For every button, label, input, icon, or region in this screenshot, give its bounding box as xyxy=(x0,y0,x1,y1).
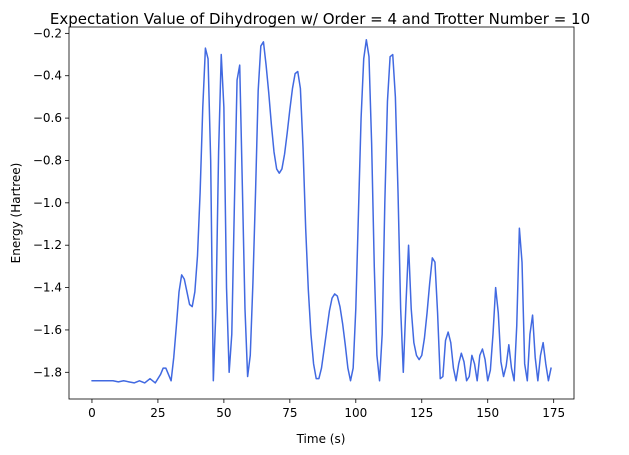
chart-title: Expectation Value of Dihydrogen w/ Order… xyxy=(50,10,590,28)
plot-area xyxy=(91,38,552,384)
y-tick-label: −0.8 xyxy=(33,153,62,167)
x-tick-label: 100 xyxy=(344,406,367,420)
y-axis: −1.8 −1.6 −1.4 −1.2 −1.0 −0.8 −0.6 −0.4 −0.2 xyxy=(33,26,69,379)
y-tick-label: −1.4 xyxy=(33,281,62,295)
x-tick-label: 25 xyxy=(150,406,165,420)
plot-frame xyxy=(68,26,575,400)
series-line xyxy=(91,38,552,384)
y-tick-label: −1.6 xyxy=(33,323,62,337)
x-axis-label: Time (s) xyxy=(296,432,346,446)
x-tick-label: 75 xyxy=(282,406,297,420)
y-tick-label: −1.2 xyxy=(33,238,62,252)
y-tick-label: −0.4 xyxy=(33,69,62,83)
x-axis: 0 25 50 75 100 125 150 175 xyxy=(88,399,565,420)
x-tick-label: 50 xyxy=(216,406,231,420)
x-tick-label: 150 xyxy=(476,406,499,420)
y-tick-label: −1.0 xyxy=(33,196,62,210)
x-tick-label: 125 xyxy=(410,406,433,420)
x-tick-label: 0 xyxy=(88,406,96,420)
y-tick-label: −0.2 xyxy=(33,26,62,40)
x-tick-label: 175 xyxy=(542,406,565,420)
y-tick-label: −1.8 xyxy=(33,365,62,379)
y-axis-label: Energy (Hartree) xyxy=(9,163,23,264)
y-tick-label: −0.6 xyxy=(33,111,62,125)
